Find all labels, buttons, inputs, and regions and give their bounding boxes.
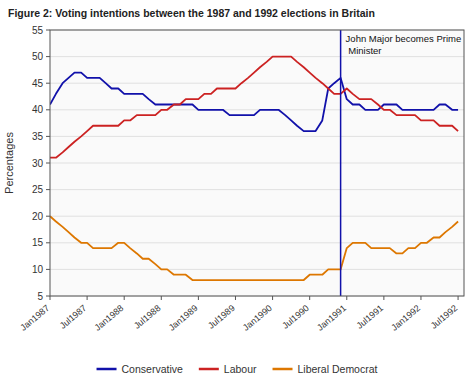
y-tick xyxy=(46,269,50,270)
x-tick xyxy=(458,296,459,300)
x-tick-label: Jan1989 xyxy=(167,303,200,333)
y-tick-label: 20 xyxy=(32,211,44,222)
x-tick xyxy=(235,296,236,300)
x-tick-label: Jul1992 xyxy=(429,303,460,331)
y-tick-label: 55 xyxy=(32,25,44,36)
chart: Figure 2: Voting intentions between the … xyxy=(0,0,474,383)
y-tick-label: 50 xyxy=(32,51,44,62)
y-tick xyxy=(46,30,50,31)
y-tick xyxy=(46,56,50,57)
x-tick xyxy=(309,296,310,300)
y-axis-label: Percentages xyxy=(3,132,15,194)
x-tick-label: Jul1989 xyxy=(206,303,237,331)
y-tick-label: 45 xyxy=(32,78,44,89)
x-tick xyxy=(420,296,421,300)
y-tick-label: 35 xyxy=(32,131,44,142)
legend-swatch xyxy=(199,368,219,371)
grid-line xyxy=(50,189,464,190)
legend-item: Labour xyxy=(199,363,257,375)
legend-swatch xyxy=(273,368,293,371)
plot-area xyxy=(50,30,464,296)
x-tick-label: Jan1987 xyxy=(18,303,51,333)
x-tick xyxy=(50,296,51,300)
grid-line xyxy=(50,56,464,57)
grid-line xyxy=(50,83,464,84)
legend-item: Conservative xyxy=(97,363,183,375)
y-tick xyxy=(46,216,50,217)
y-tick-label: 30 xyxy=(32,158,44,169)
x-tick-label: Jul1990 xyxy=(280,303,311,331)
x-tick-label: Jan1990 xyxy=(241,303,274,333)
grid-line xyxy=(50,242,464,243)
x-tick-label: Jan1992 xyxy=(389,303,422,333)
legend: Conservative Labour Liberal Democrat xyxy=(97,363,378,375)
series-line xyxy=(50,73,458,132)
legend-label: Conservative xyxy=(122,363,183,375)
annotation-line-text: Minister xyxy=(346,45,382,56)
x-tick xyxy=(124,296,125,300)
y-tick-label: 40 xyxy=(32,104,44,115)
x-tick xyxy=(198,296,199,300)
plot-frame xyxy=(50,30,464,296)
y-tick xyxy=(46,296,50,297)
y-tick-label: 25 xyxy=(32,184,44,195)
annotation-text: John Major becomes Prime Minister xyxy=(346,33,462,56)
grid-line xyxy=(50,269,464,270)
series-line xyxy=(50,57,458,158)
x-tick xyxy=(87,296,88,300)
y-tick xyxy=(46,109,50,110)
x-tick-label: Jan1991 xyxy=(315,303,348,333)
legend-label: Labour xyxy=(224,363,257,375)
x-tick xyxy=(346,296,347,300)
legend-item: Liberal Democrat xyxy=(273,363,378,375)
grid-line xyxy=(50,136,464,137)
x-tick xyxy=(383,296,384,300)
grid-line xyxy=(50,163,464,164)
title: Figure 2: Voting intentions between the … xyxy=(8,7,375,19)
x-tick xyxy=(161,296,162,300)
series-line xyxy=(50,216,458,280)
legend-label: Liberal Democrat xyxy=(298,363,378,375)
y-tick xyxy=(46,83,50,84)
annotation-line xyxy=(340,30,342,296)
x-tick-label: Jul1988 xyxy=(132,303,163,331)
y-tick xyxy=(46,136,50,137)
x-tick-label: Jul1991 xyxy=(355,303,386,331)
x-tick-label: Jul1987 xyxy=(58,303,89,331)
legend-swatch xyxy=(97,368,117,371)
x-tick xyxy=(272,296,273,300)
y-tick xyxy=(46,163,50,164)
y-tick-label: 15 xyxy=(32,237,44,248)
y-tick-label: 5 xyxy=(37,291,43,302)
plot-marks xyxy=(50,30,458,296)
y-tick-label: 10 xyxy=(32,264,44,275)
grid-line xyxy=(50,216,464,217)
y-tick xyxy=(46,242,50,243)
x-tick-label: Jan1988 xyxy=(93,303,126,333)
annotation-line-text: John Major becomes Prime xyxy=(346,33,462,44)
y-tick xyxy=(46,189,50,190)
